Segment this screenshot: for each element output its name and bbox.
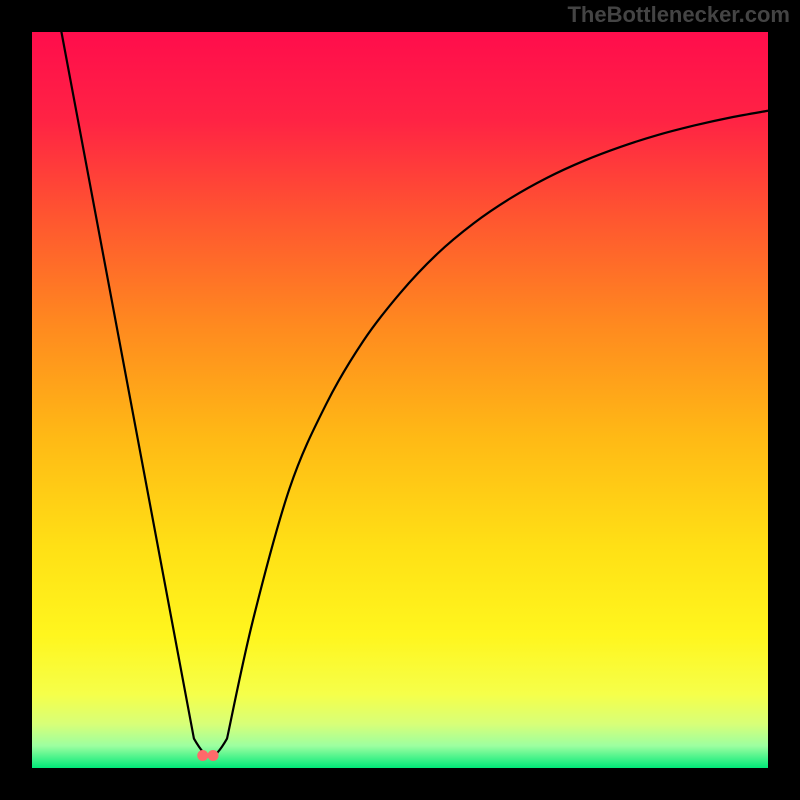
valley-marker <box>208 750 219 761</box>
bottleneck-chart <box>0 0 800 800</box>
gradient-background <box>32 32 768 768</box>
watermark-text: TheBottlenecker.com <box>567 2 790 28</box>
valley-marker <box>197 750 208 761</box>
plot-area <box>32 32 768 768</box>
chart-container: TheBottlenecker.com <box>0 0 800 800</box>
